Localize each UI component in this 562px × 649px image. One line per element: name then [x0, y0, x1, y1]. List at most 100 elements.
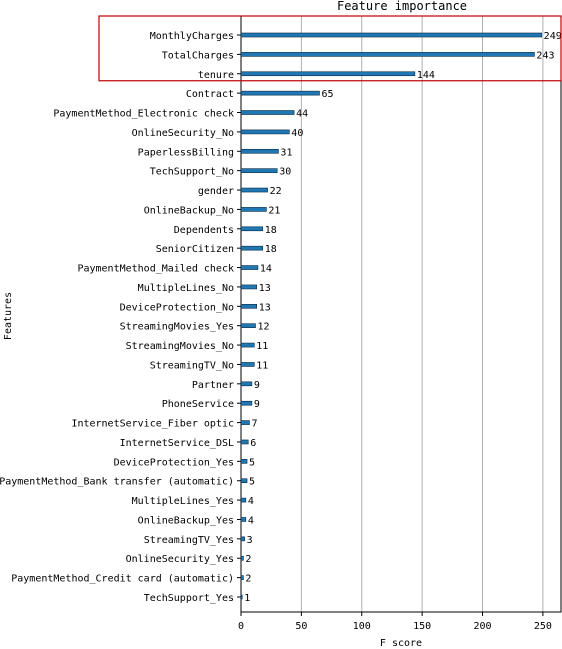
bar	[240, 323, 256, 328]
bar	[240, 90, 320, 96]
y-tick-label: Partner	[192, 380, 234, 391]
y-tick-label: OnlineBackup_No	[144, 205, 234, 216]
bar-value-label: 11	[256, 341, 268, 352]
bar	[240, 284, 257, 290]
bar	[240, 187, 268, 193]
y-tick-label: TechSupport_Yes	[144, 593, 234, 604]
bar	[240, 148, 279, 154]
plot-frame	[240, 15, 562, 613]
bar	[240, 362, 255, 367]
bar	[240, 71, 416, 77]
bar	[240, 32, 542, 38]
bar	[240, 459, 248, 464]
bar	[240, 478, 248, 484]
bar	[240, 517, 247, 522]
y-tick-label: OnlineSecurity_Yes	[126, 554, 234, 565]
bar	[240, 110, 295, 115]
bar	[240, 168, 278, 173]
bar-value-label: 4	[248, 515, 254, 526]
bar	[240, 400, 253, 406]
y-tick-label: PaymentMethod_Electronic check	[53, 109, 234, 120]
bar-value-label: 13	[259, 283, 271, 294]
bar-value-label: 12	[257, 322, 269, 333]
bar-value-label: 44	[296, 109, 308, 120]
y-tick-label: TotalCharges	[162, 50, 234, 61]
bar-value-label: 144	[417, 70, 435, 81]
bar-value-label: 40	[291, 128, 303, 139]
bar-value-label: 18	[265, 225, 277, 236]
y-tick-label: PaperlessBilling	[138, 147, 234, 158]
bar-value-label: 2	[245, 554, 251, 565]
y-tick-label: PaymentMethod_Credit card (automatic)	[11, 574, 234, 585]
y-tick-label: OnlineSecurity_No	[132, 128, 234, 139]
bar	[240, 304, 257, 309]
bar	[240, 342, 255, 348]
y-tick-label: MonthlyCharges	[150, 31, 234, 42]
x-tick-label: 150	[413, 621, 431, 632]
x-axis-title: F score	[380, 638, 422, 649]
chart-title: Feature importance	[337, 0, 467, 13]
y-tick-label: tenure	[198, 70, 234, 81]
bar-value-label: 249	[544, 31, 562, 42]
bar-value-label: 9	[254, 399, 260, 410]
y-tick-label: SeniorCitizen	[156, 244, 234, 255]
y-tick-label: Contract	[186, 89, 234, 100]
y-tick-label: PaymentMethod_Mailed check	[77, 264, 234, 275]
bar-value-label: 6	[250, 438, 256, 449]
bar-value-label: 31	[280, 147, 292, 158]
bar	[240, 439, 249, 445]
bar	[240, 420, 250, 425]
bar-value-label: 4	[248, 496, 254, 507]
bar	[240, 536, 245, 542]
y-tick-label: StreamingMovies_Yes	[120, 322, 234, 333]
bar	[240, 265, 259, 270]
y-tick-label: MultipleLines_No	[138, 283, 234, 294]
bar	[240, 555, 244, 561]
x-tick-label: 100	[353, 621, 371, 632]
bar-value-label: 30	[279, 167, 291, 178]
bar-value-label: 243	[536, 50, 554, 61]
x-tick-label: 200	[473, 621, 491, 632]
bar-value-label: 21	[268, 205, 280, 216]
y-tick-label: PhoneService	[162, 399, 234, 410]
y-tick-label: StreamingTV_No	[150, 360, 234, 371]
bar-value-label: 3	[247, 535, 253, 546]
highlight-box	[98, 15, 562, 82]
bar	[240, 226, 264, 232]
y-tick-label: PaymentMethod_Bank transfer (automatic)	[0, 477, 234, 488]
x-tick-label: 50	[295, 621, 307, 632]
bar-value-label: 65	[321, 89, 333, 100]
bar	[240, 594, 243, 600]
y-axis-title: Features	[3, 292, 14, 340]
y-tick-label: StreamingMovies_No	[126, 341, 234, 352]
bar	[240, 497, 247, 503]
y-tick-label: InternetService_DSL	[120, 438, 234, 449]
bar-value-label: 22	[270, 186, 282, 197]
y-tick-label: gender	[198, 186, 234, 197]
bar-value-label: 9	[254, 380, 260, 391]
bar	[240, 575, 244, 580]
x-tick-label: 0	[238, 621, 244, 632]
y-tick-label: StreamingTV_Yes	[144, 535, 234, 546]
y-tick-label: TechSupport_No	[150, 167, 234, 178]
bar-value-label: 7	[251, 419, 257, 430]
x-tick-label: 250	[534, 621, 552, 632]
y-tick-label: DeviceProtection_Yes	[114, 457, 234, 468]
y-tick-label: InternetService_Fiber optic	[71, 419, 234, 430]
bar-value-label: 2	[245, 574, 251, 585]
bar-value-label: 5	[249, 477, 255, 488]
bar-value-label: 18	[265, 244, 277, 255]
bar	[240, 381, 253, 387]
bar-value-label: 5	[249, 457, 255, 468]
y-tick-label: OnlineBackup_Yes	[138, 515, 234, 526]
bar-value-label: 11	[256, 360, 268, 371]
bar	[240, 129, 290, 135]
bar-value-label: 1	[244, 593, 250, 604]
bar	[240, 245, 264, 251]
y-tick-label: MultipleLines_Yes	[132, 496, 234, 507]
y-tick-label: DeviceProtection_No	[120, 302, 234, 313]
bar	[240, 52, 535, 57]
bar	[240, 207, 267, 212]
